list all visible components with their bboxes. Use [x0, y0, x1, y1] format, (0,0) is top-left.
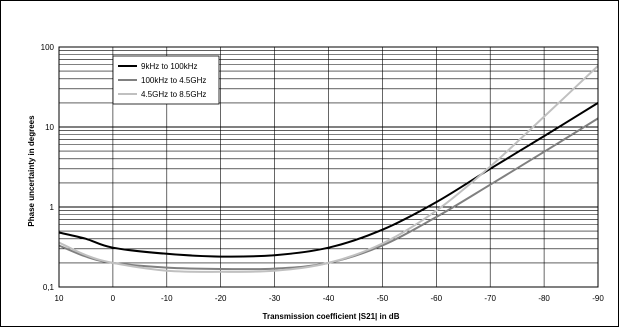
x-tick-label: -70 — [484, 294, 496, 303]
plot-border — [58, 46, 599, 288]
legend-label: 4.5GHz to 8.5GHz — [141, 90, 206, 99]
x-tick-label: -60 — [431, 294, 443, 303]
x-tick-label: -40 — [323, 294, 335, 303]
y-tick-label: 1 — [50, 203, 55, 212]
legend: 9kHz to 100kHz 100kHz to 4.5GHz 4.5GHz to … — [112, 55, 220, 105]
x-tick-label: -30 — [269, 294, 281, 303]
y-tick-label: 10 — [45, 123, 54, 132]
legend-label: 9kHz to 100kHz — [141, 62, 197, 71]
x-tick-label: -10 — [161, 294, 173, 303]
y-axis-title: Phase uncertainty in degrees — [27, 115, 36, 227]
x-tick-label: -50 — [377, 294, 389, 303]
x-axis-title: Transmission coefficient |S21| in dB — [263, 312, 400, 321]
y-tick-label: 100 — [41, 43, 55, 52]
y-tick-label: 0,1 — [43, 283, 55, 292]
x-tick-label: 10 — [55, 294, 64, 303]
series-line-1 — [58, 102, 599, 258]
series-lines — [58, 65, 599, 273]
x-tick-label: -20 — [215, 294, 227, 303]
x-tick-label: -90 — [592, 294, 604, 303]
x-tick-label: 0 — [111, 294, 116, 303]
series-line-3 — [58, 65, 599, 273]
x-tick-label: -80 — [538, 294, 550, 303]
legend-label: 100kHz to 4.5GHz — [141, 76, 206, 85]
